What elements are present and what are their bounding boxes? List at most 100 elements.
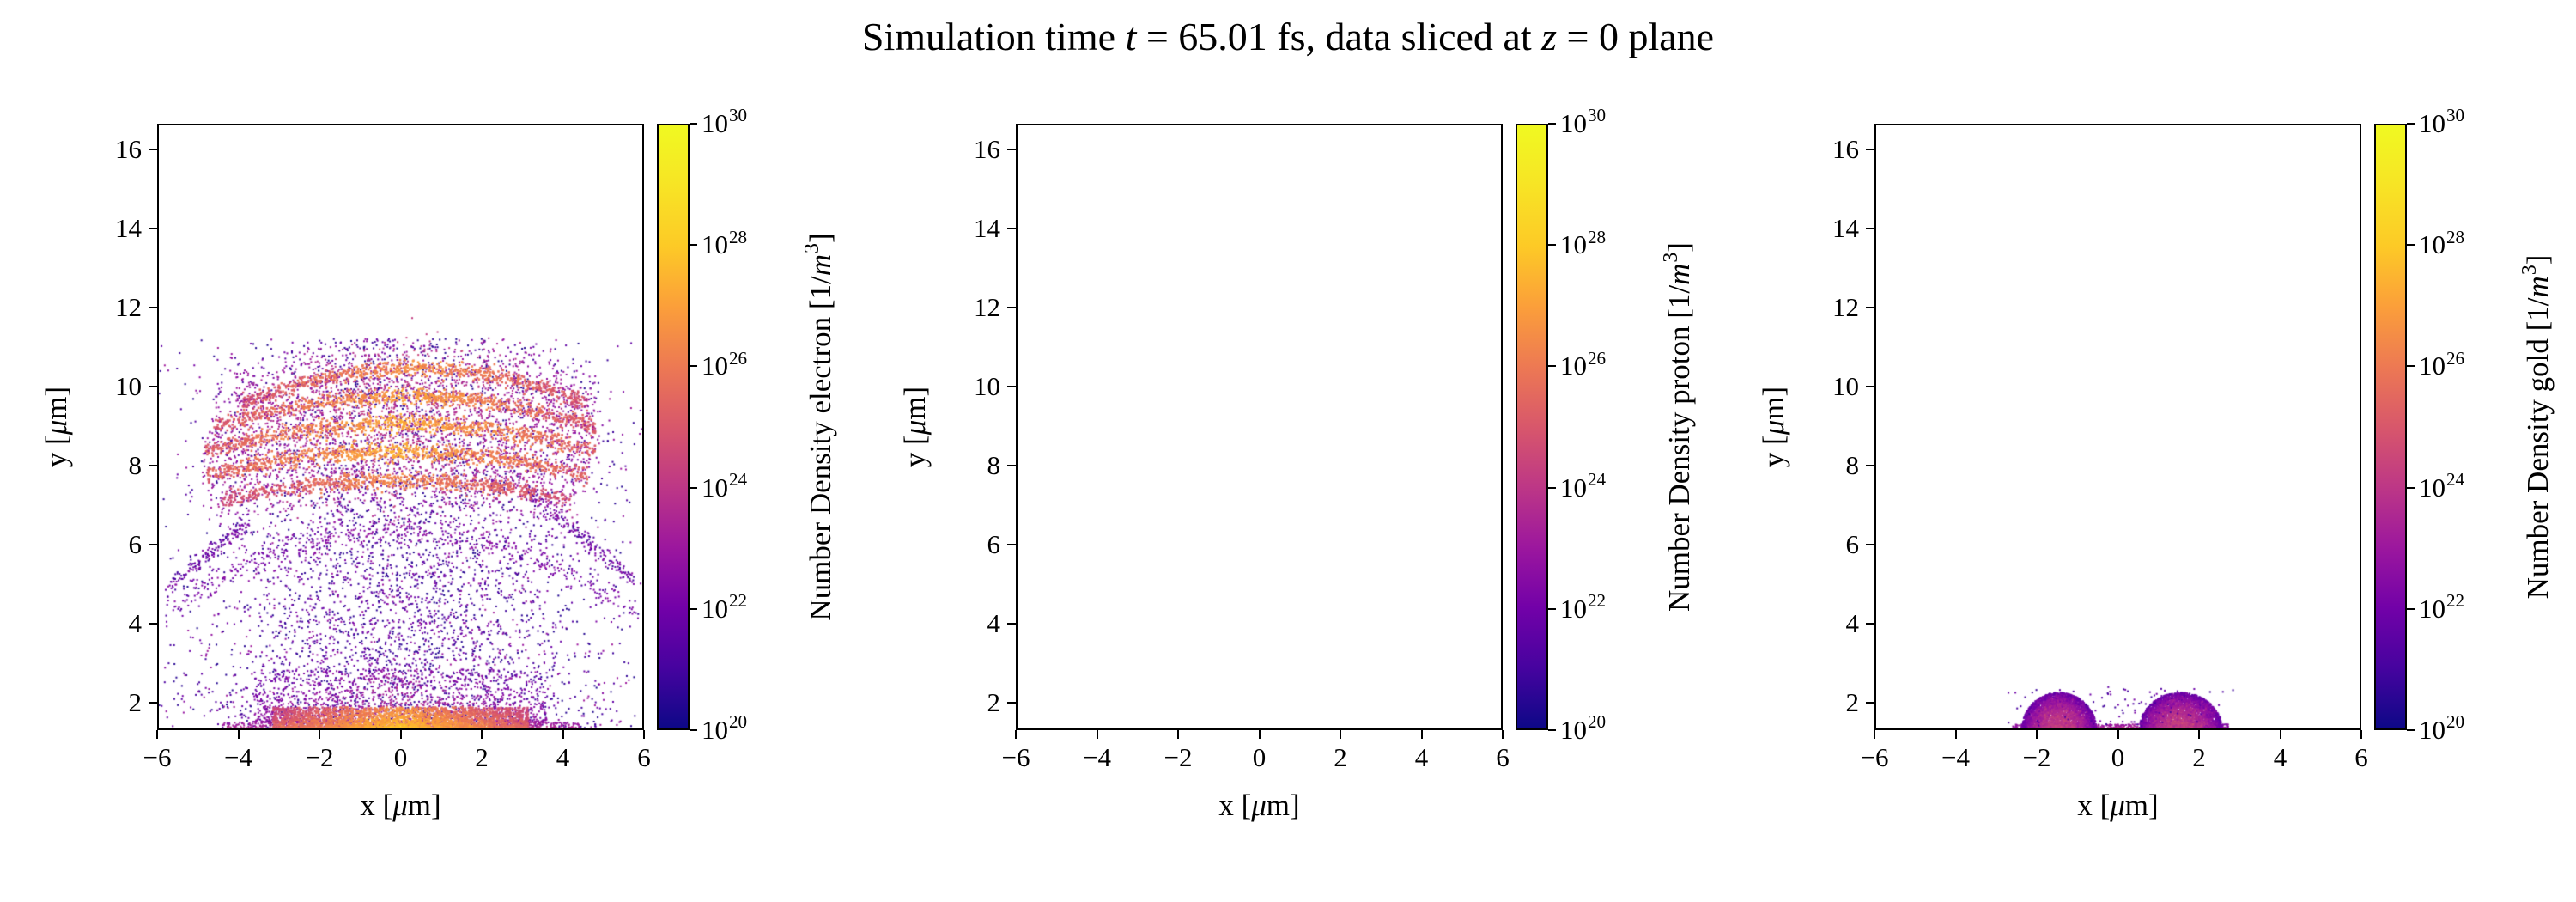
cbar-tick-exponent: 20 <box>729 711 748 733</box>
colorbar-tick-label: 1030 <box>2419 105 2530 142</box>
cbar-tick-base: 10 <box>702 108 728 138</box>
x-tick-label: −6 <box>1001 742 1030 772</box>
y-tick-label: 4 <box>1845 607 1860 638</box>
y-tick-label: 4 <box>128 607 143 638</box>
text-segment: = 65.01 fs, data sliced at <box>1136 15 1542 58</box>
cbar-tick-base: 10 <box>702 593 728 624</box>
text-segment: m] <box>407 789 441 822</box>
y-tick-label: 6 <box>987 528 1001 559</box>
cbar-tick-base: 10 <box>702 472 728 503</box>
cbar-tick-exponent: 20 <box>2446 711 2465 733</box>
cbar-tick-base: 10 <box>2419 715 2445 745</box>
text-segment: ] <box>2521 254 2555 265</box>
x-tick-label: −2 <box>2022 742 2051 772</box>
y-tick <box>1866 622 1874 625</box>
y-tick <box>149 227 157 229</box>
colorbar-tick <box>690 729 697 731</box>
y-tick <box>1866 385 1874 387</box>
colorbar-gold <box>2374 124 2407 730</box>
y-tick <box>1007 385 1016 387</box>
x-tick <box>2198 730 2200 739</box>
cbar-tick-exponent: 22 <box>729 590 748 612</box>
colorbar-tick-label: 1028 <box>702 227 813 263</box>
colorbar-tick <box>2407 729 2415 731</box>
colorbar-tick <box>1548 729 1556 731</box>
y-tick-label: 8 <box>987 449 1001 480</box>
y-tick-label: 10 <box>1832 370 1859 401</box>
y-tick <box>149 701 157 704</box>
text-segment: m] <box>2124 789 2159 822</box>
y-tick <box>149 543 157 545</box>
colorbar-tick <box>2407 607 2415 610</box>
text-segment: 3 <box>2518 265 2541 276</box>
x-tick <box>1096 730 1098 739</box>
x-tick-label: 4 <box>556 742 570 772</box>
colorbar-tick-label: 1022 <box>1560 590 1672 627</box>
x-tick-label: −2 <box>305 742 334 772</box>
colorbar-tick-label: 1022 <box>702 590 813 627</box>
colorbar-electron <box>657 124 690 730</box>
x-tick <box>237 730 240 739</box>
x-tick <box>1502 730 1504 739</box>
colorbar-tick-label: 1020 <box>1560 711 1672 748</box>
x-tick <box>1177 730 1179 739</box>
x-tick <box>481 730 483 739</box>
colorbar-tick-label: 1026 <box>1560 348 1672 384</box>
text-segment: m <box>2521 276 2555 298</box>
y-tick-label: 8 <box>1845 449 1860 480</box>
y-tick-label: 12 <box>974 291 1000 322</box>
text-segment: m <box>1662 263 1696 285</box>
x-tick-label: 6 <box>637 742 651 772</box>
x-tick-label: 6 <box>1496 742 1510 772</box>
y-tick-label: 6 <box>1845 528 1860 559</box>
colorbar-tick <box>2407 123 2415 125</box>
colorbar-tick-label: 1028 <box>1560 226 1672 263</box>
cbar-tick-base: 10 <box>702 229 728 260</box>
x-tick <box>156 730 158 739</box>
y-tick-label: 16 <box>115 133 142 164</box>
panel-proton: −6 −4 −2 0 2 4 6 2 4 6 8 10 12 14 16 x [μm] y [μm] 1030 10… <box>859 0 1717 902</box>
colorbar-tick-label: 1030 <box>1560 105 1672 142</box>
cbar-tick-exponent: 28 <box>1588 226 1607 247</box>
cbar-tick-base: 10 <box>1560 472 1587 503</box>
cbar-tick-exponent: 22 <box>2446 590 2465 612</box>
y-tick <box>149 464 157 466</box>
text-segment: 3 <box>800 243 823 253</box>
colorbar-tick-label: 1020 <box>702 711 813 748</box>
y-tick <box>1007 306 1016 308</box>
y-tick <box>1866 701 1874 704</box>
x-tick-label: 2 <box>2192 742 2206 772</box>
cbar-tick-exponent: 20 <box>1588 711 1607 733</box>
cbar-tick-base: 10 <box>1560 108 1587 138</box>
x-axis-label: x [μm] <box>1131 789 1388 823</box>
text-segment: 3 <box>1659 252 1682 263</box>
x-axis-label: x [μm] <box>1990 789 2247 823</box>
x-tick-label: 0 <box>2111 742 2125 772</box>
text-segment: Number Density gold [1/ <box>2521 297 2555 600</box>
x-tick-label: 4 <box>2273 742 2287 772</box>
text-segment: Number Density proton [1/ <box>1662 284 1696 612</box>
y-tick <box>1007 701 1016 704</box>
text-segment: y [ <box>1757 435 1790 468</box>
y-tick-label: 12 <box>115 291 142 322</box>
x-tick <box>319 730 320 739</box>
x-tick <box>399 730 402 739</box>
y-tick <box>149 306 157 308</box>
y-tick-label: 14 <box>974 212 1000 243</box>
colorbar-tick-label: 1030 <box>702 105 813 142</box>
y-tick <box>1866 306 1874 308</box>
colorbar-tick-label: 1028 <box>2419 227 2530 263</box>
x-tick <box>1874 730 1875 739</box>
cbar-tick-exponent: 24 <box>2446 468 2465 490</box>
y-tick-label: 6 <box>128 528 143 559</box>
y-tick-label: 2 <box>1845 686 1860 717</box>
cbar-tick-exponent: 26 <box>729 347 748 369</box>
colorbar-tick-label: 1022 <box>2419 590 2530 627</box>
axes-box-gold <box>1874 124 2361 730</box>
cbar-tick-base: 10 <box>2419 229 2445 260</box>
x-tick-label: −4 <box>1941 742 1970 772</box>
y-axis-label: y [μm] <box>39 298 77 556</box>
cbar-tick-base: 10 <box>2419 108 2445 138</box>
y-tick-label: 4 <box>987 607 1001 638</box>
